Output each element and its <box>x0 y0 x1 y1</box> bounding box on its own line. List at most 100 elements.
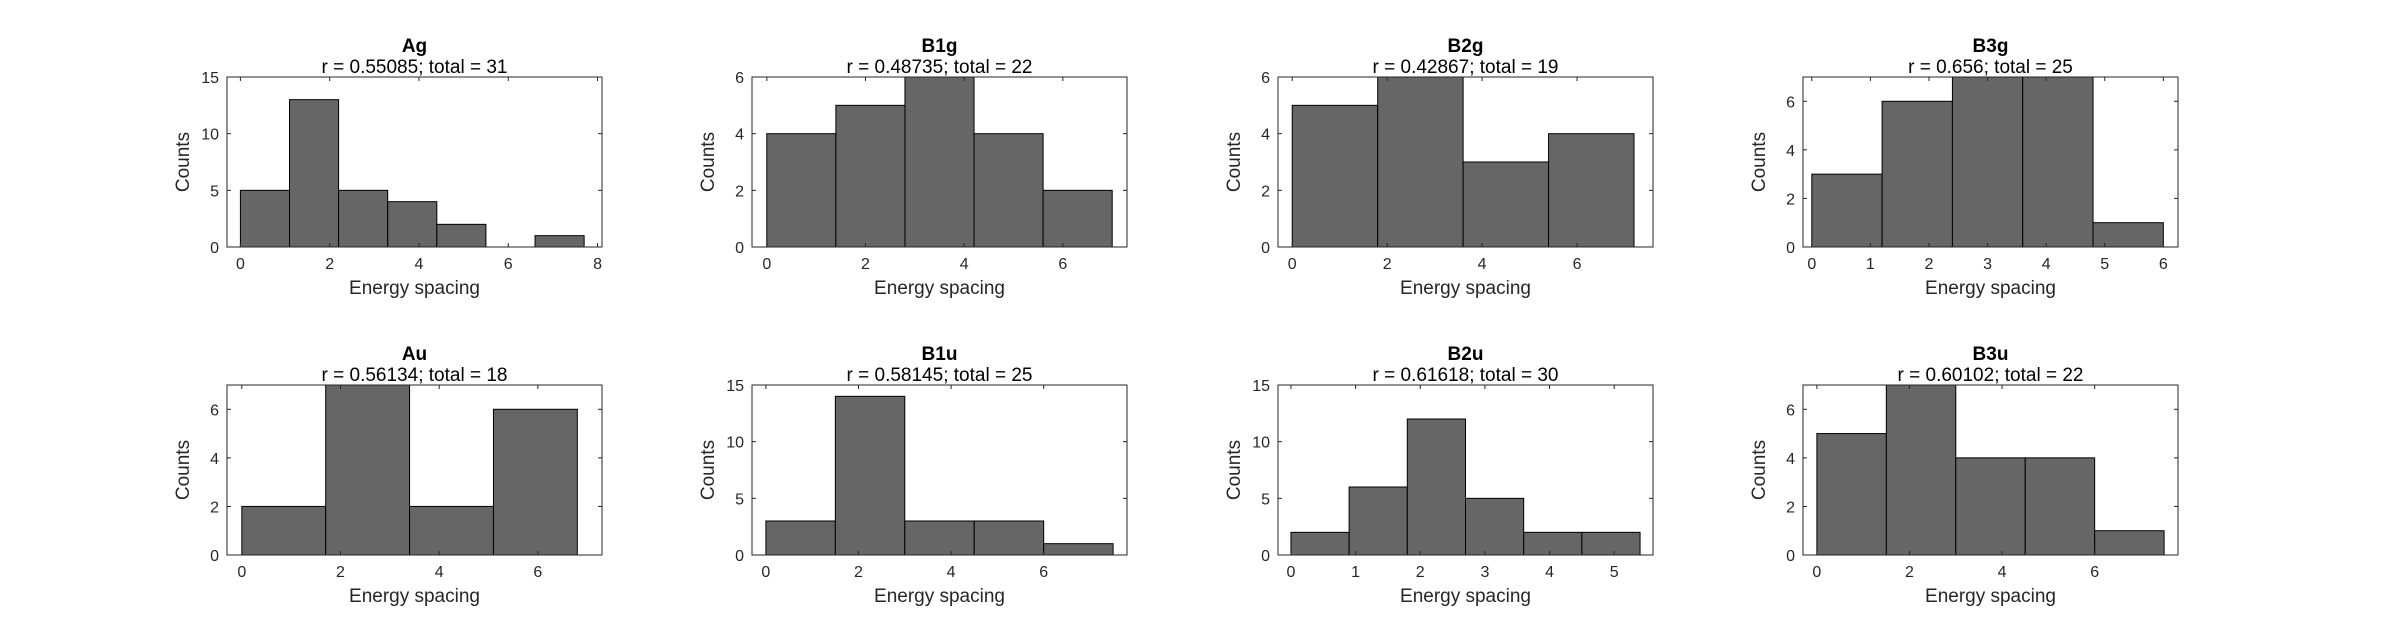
x-axis-label: Energy spacing <box>1400 278 1531 299</box>
histogram-bar <box>338 189 389 248</box>
x-tick-label: 0 <box>761 564 770 581</box>
x-tick-label: 2 <box>861 256 870 273</box>
y-tick-label: 0 <box>735 240 744 257</box>
x-tick-label: 1 <box>1866 256 1875 273</box>
x-tick-label: 6 <box>1039 564 1048 581</box>
axes-box <box>226 76 603 248</box>
x-tick-label: 4 <box>1998 564 2007 581</box>
histogram-bar <box>1462 161 1550 248</box>
histogram-bar <box>766 133 837 248</box>
x-axis-label: Energy spacing <box>349 278 480 299</box>
x-tick-label: 0 <box>762 256 771 273</box>
x-tick-label: 8 <box>593 256 602 273</box>
y-tick-label: 0 <box>1786 548 1795 565</box>
x-tick-label: 4 <box>960 256 969 273</box>
histogram-bar <box>534 235 585 248</box>
chart-subtitle: r = 0.58145; total = 25 <box>847 365 1033 386</box>
x-tick-label: 3 <box>1983 256 1992 273</box>
x-tick-label: 6 <box>1573 256 1582 273</box>
chart-subtitle: r = 0.56134; total = 18 <box>322 365 508 386</box>
histogram-bar <box>1043 543 1114 556</box>
chart-subtitle: r = 0.42867; total = 19 <box>1373 57 1559 78</box>
histogram-bar <box>1348 486 1408 556</box>
y-axis-label: Counts <box>1749 132 1770 192</box>
histogram-bar <box>1290 531 1350 556</box>
y-tick-label: 6 <box>1786 402 1795 419</box>
histogram-bar <box>2024 457 2096 556</box>
histogram-bar <box>239 189 290 248</box>
chart-title: B2u <box>1448 344 1484 365</box>
chart-subtitle: r = 0.55085; total = 31 <box>322 57 508 78</box>
histogram-bar <box>1951 76 2024 248</box>
y-tick-label: 4 <box>735 127 744 144</box>
histogram-bar <box>241 505 327 556</box>
y-tick-label: 15 <box>1252 378 1270 395</box>
histogram-bar <box>289 99 340 248</box>
chart-subtitle: r = 0.656; total = 25 <box>1908 57 2073 78</box>
chart-title: Ag <box>402 36 427 57</box>
x-tick-label: 0 <box>1807 256 1816 273</box>
histogram-bar <box>1816 433 1887 556</box>
x-tick-label: 2 <box>1905 564 1914 581</box>
x-tick-label: 6 <box>2090 564 2099 581</box>
histogram-bar <box>1811 173 1883 248</box>
y-tick-label: 2 <box>1786 191 1795 208</box>
y-axis-label: Counts <box>173 440 194 500</box>
chart-title: B3g <box>1973 36 2009 57</box>
x-axis-label: Energy spacing <box>1925 278 2056 299</box>
x-tick-label: 6 <box>1058 256 1067 273</box>
x-tick-label: 4 <box>1545 564 1554 581</box>
y-axis-label: Counts <box>1749 440 1770 500</box>
x-tick-label: 2 <box>854 564 863 581</box>
x-tick-label: 4 <box>415 256 424 273</box>
x-tick-label: 4 <box>947 564 956 581</box>
histogram-bar <box>904 520 975 556</box>
y-tick-label: 15 <box>726 378 744 395</box>
y-tick-label: 2 <box>735 183 744 200</box>
histogram-bar <box>1885 384 1957 556</box>
y-tick-label: 2 <box>1261 183 1270 200</box>
histogram-bar <box>1581 531 1641 556</box>
x-axis-label: Energy spacing <box>1925 586 2056 607</box>
x-axis-label: Energy spacing <box>1400 586 1531 607</box>
histogram-bar <box>1291 104 1379 248</box>
y-tick-label: 15 <box>201 70 219 87</box>
x-tick-label: 1 <box>1351 564 1360 581</box>
y-tick-label: 10 <box>1252 435 1270 452</box>
axes-box <box>1802 76 2179 248</box>
y-axis-label: Counts <box>698 132 719 192</box>
histogram-bar <box>973 133 1044 248</box>
y-tick-label: 0 <box>210 240 219 257</box>
histogram-bar <box>834 395 906 556</box>
histogram-bar <box>1548 133 1635 248</box>
histogram-bar <box>973 520 1045 556</box>
x-tick-label: 5 <box>2100 256 2109 273</box>
histogram-bar <box>904 76 975 248</box>
x-tick-label: 0 <box>237 564 246 581</box>
y-tick-label: 5 <box>210 183 219 200</box>
x-axis-label: Energy spacing <box>349 586 480 607</box>
axes-box <box>1802 384 2179 556</box>
chart-subtitle: r = 0.48735; total = 22 <box>847 57 1033 78</box>
x-tick-label: 2 <box>336 564 345 581</box>
x-tick-label: 4 <box>2042 256 2051 273</box>
histogram-bar <box>1377 76 1464 248</box>
y-tick-label: 0 <box>735 548 744 565</box>
y-axis-label: Counts <box>173 132 194 192</box>
histogram-bar <box>2022 76 2094 248</box>
histogram-bar <box>387 201 438 248</box>
y-tick-label: 4 <box>1786 451 1795 468</box>
x-tick-label: 6 <box>533 564 542 581</box>
x-tick-label: 2 <box>1416 564 1425 581</box>
y-tick-label: 5 <box>1261 491 1270 508</box>
x-tick-label: 6 <box>2159 256 2168 273</box>
y-tick-label: 5 <box>735 491 744 508</box>
x-tick-label: 3 <box>1480 564 1489 581</box>
histogram-bar <box>1881 100 1953 248</box>
y-tick-label: 0 <box>210 548 219 565</box>
x-tick-label: 0 <box>236 256 245 273</box>
y-tick-label: 6 <box>210 402 219 419</box>
y-axis-label: Counts <box>698 440 719 500</box>
x-tick-label: 0 <box>1812 564 1821 581</box>
